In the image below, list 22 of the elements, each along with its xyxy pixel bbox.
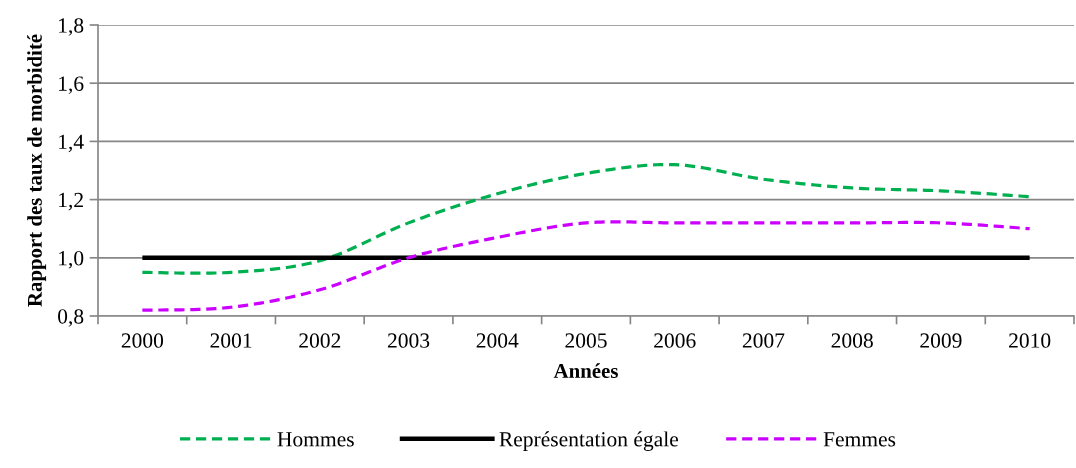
x-tick-label: 2000 (121, 333, 164, 348)
x-tick-label: 2009 (920, 333, 962, 348)
legend-label: Femmes (823, 432, 896, 447)
legend-label: Représentation égale (499, 431, 679, 451)
y-tick-label: 0,8 (58, 309, 84, 327)
y-axis-title: Rapport des taux de morbidité (27, 34, 47, 307)
legend-label: Hommes (277, 432, 354, 447)
x-tick-label: 2006 (654, 333, 696, 348)
x-axis-title: Années (553, 363, 618, 378)
y-tick-label: 1,6 (59, 76, 84, 94)
y-tick-label: 1,2 (59, 192, 83, 211)
x-tick-label: 2002 (299, 333, 341, 348)
x-tick-label: 2010 (1009, 333, 1051, 348)
x-tick-label: 2003 (387, 333, 430, 348)
y-tick-label: 1,8 (59, 18, 84, 36)
x-tick-label: 2004 (476, 333, 519, 348)
x-tick-label: 2007 (742, 333, 785, 348)
y-tick-label: 1,0 (59, 250, 84, 269)
x-tick-label: 2005 (565, 333, 607, 348)
x-tick-label: 2001 (210, 333, 252, 348)
y-tick-label: 1,4 (59, 134, 84, 153)
x-tick-label: 2008 (831, 333, 873, 348)
